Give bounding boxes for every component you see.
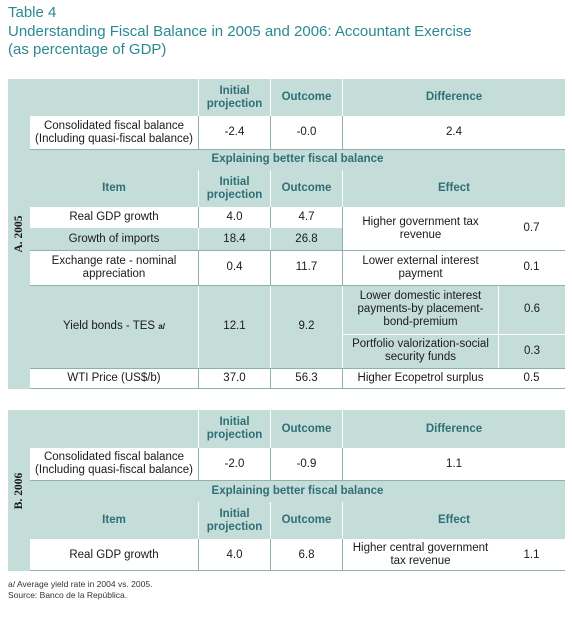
table-subheading: (as percentage of GDP) [8,41,167,58]
header-outcome: Outcome [270,410,342,448]
header-item: Item [30,502,198,539]
row-outcome: 11.7 [270,250,342,285]
divider [342,334,565,335]
row-initial: 18.4 [198,228,270,250]
row-item: Real GDP growth [30,539,198,571]
explaining-heading: Explaining better fiscal balance [30,149,565,170]
footnote: a/ Average yield rate in 2004 vs. 2005. [8,579,153,589]
header-item: Item [30,170,198,207]
header-difference: Difference [342,410,565,448]
header-effect: Effect [342,170,565,207]
header-outcome: Outcome [270,79,342,116]
row-item: Real GDP growth [30,207,198,228]
footnote-marker: a/ [158,322,165,331]
consolidated-initial: -2.4 [198,116,270,149]
effect-label: Lower external interest payment [342,250,498,285]
effect-value: 0.3 [498,334,565,368]
source-note: Source: Banco de la República. [8,590,128,600]
row-initial: 12.1 [198,285,270,368]
row-outcome: 26.8 [270,228,342,250]
row-item-text: Yield bonds - TES [63,320,156,332]
header-effect: Effect [342,502,565,539]
row-outcome: 9.2 [270,285,342,368]
table-number: Table 4 [8,4,57,21]
row-item: WTI Price (US$/b) [30,368,198,389]
header-initial-projection: Initial projection [198,79,270,116]
table-title: Table 4 Understanding Fiscal Balance in … [8,4,472,60]
header-difference: Difference [342,79,565,116]
row-initial: 37.0 [198,368,270,389]
header-blank [30,79,198,116]
row-outcome: 6.8 [270,539,342,571]
section-label-2006: B. 2006 [8,410,30,571]
row-item: Exchange rate - nominal appreciation [30,250,198,285]
table-notes: a/ Average yield rate in 2004 vs. 2005. … [8,579,152,601]
header-initial-projection-2: Initial projection [198,170,270,207]
effect-value: 0.1 [498,250,565,285]
effect-value: 1.1 [498,539,565,571]
consolidated-difference: 1.1 [342,448,565,480]
header-blank [30,410,198,448]
effect-value: 0.6 [498,285,565,334]
header-initial-projection-2: Initial projection [198,502,270,539]
effect-value: 0.5 [498,368,565,389]
divider [30,149,565,150]
section-label-2005: A. 2005 [8,79,30,389]
row-initial: 0.4 [198,250,270,285]
effect-label: Portfolio valorization-social security f… [342,334,498,368]
divider [30,285,565,286]
consolidated-label: Consolidated fiscal balance (Including q… [30,448,198,480]
row-initial: 4.0 [198,207,270,228]
row-outcome: 4.7 [270,207,342,228]
explaining-heading: Explaining better fiscal balance [30,480,565,502]
consolidated-outcome: -0.9 [270,448,342,480]
consolidated-initial: -2.0 [198,448,270,480]
effect-label: Higher Ecopetrol surplus [342,368,498,389]
row-initial: 4.0 [198,539,270,571]
consolidated-outcome: -0.0 [270,116,342,149]
table-heading: Understanding Fiscal Balance in 2005 and… [8,22,472,40]
row-item: Growth of imports [30,228,198,250]
consolidated-difference: 2.4 [342,116,565,149]
header-outcome-2: Outcome [270,502,342,539]
effect-label: Higher central government tax revenue [342,539,498,571]
row-outcome: 56.3 [270,368,342,389]
header-initial-projection: Initial projection [198,410,270,448]
effect-label: Lower domestic interest payments-by plac… [342,285,498,334]
consolidated-label: Consolidated fiscal balance (Including q… [30,116,198,149]
divider [30,388,565,389]
effect-value: 0.7 [498,207,565,250]
divider [30,368,565,369]
header-outcome-2: Outcome [270,170,342,207]
divider [30,250,565,251]
row-item: Yield bonds - TES a/ [30,285,198,368]
effect-label: Higher government tax revenue [342,207,498,250]
divider [30,570,565,571]
divider [30,480,565,481]
